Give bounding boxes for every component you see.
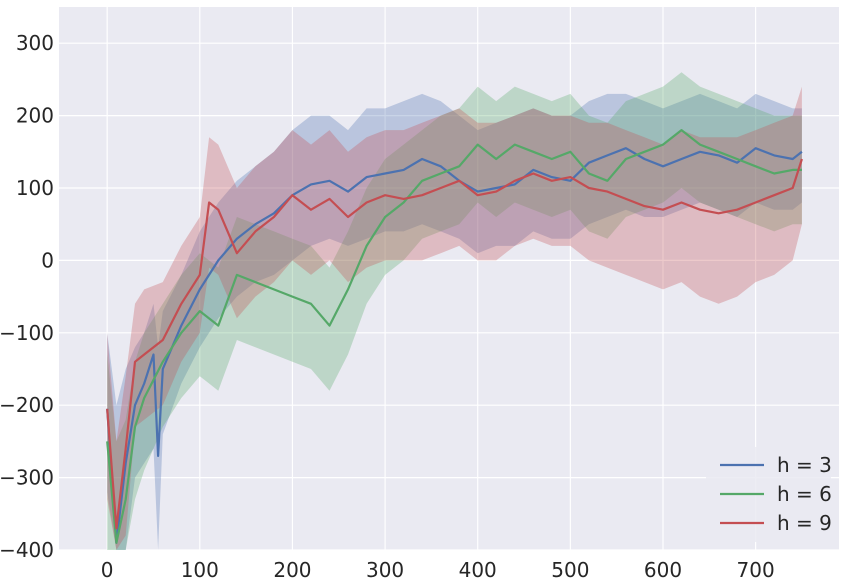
x-tick-label: 100: [181, 558, 219, 582]
y-tick-label: 0: [41, 248, 54, 272]
y-tick-label: −200: [0, 393, 54, 417]
y-tick-label: −400: [0, 538, 54, 562]
x-tick-label: 400: [459, 558, 497, 582]
line-series-3: [106, 158, 803, 530]
x-tick-label: 0: [101, 558, 114, 582]
x-axis-ticks: 0 100 200 300 400 500 600 700: [101, 558, 775, 582]
x-tick-label: 200: [273, 558, 311, 582]
y-tick-label: −100: [0, 321, 54, 345]
y-tick-label: 200: [16, 104, 54, 128]
line-series-2: [106, 129, 802, 544]
legend-label: h = 6: [777, 482, 832, 506]
series-lines: [106, 129, 803, 544]
band-series-3: [107, 86, 802, 550]
x-tick-label: 300: [366, 558, 404, 582]
legend: h = 3 h = 6 h = 9: [706, 447, 832, 542]
y-tick-label: 100: [16, 176, 54, 200]
band-series-2: [107, 72, 802, 550]
x-tick-label: 700: [737, 558, 775, 582]
legend-label: h = 3: [777, 453, 832, 477]
y-tick-label: 300: [16, 31, 54, 55]
legend-label: h = 9: [777, 511, 832, 535]
line-series-1: [106, 147, 803, 544]
x-tick-label: 500: [551, 558, 589, 582]
legend-box: [706, 447, 831, 542]
x-tick-label: 600: [644, 558, 682, 582]
y-tick-label: −300: [0, 466, 54, 490]
y-axis-ticks: −400 −300 −200 −100 0 100 200 300: [0, 31, 54, 562]
